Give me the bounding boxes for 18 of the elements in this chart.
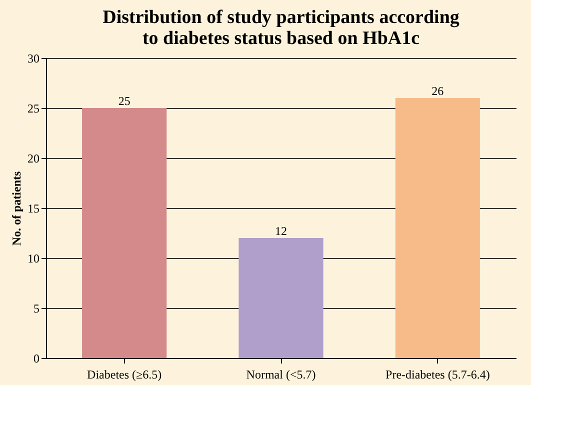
x-tick-label: Pre-diabetes (5.7-6.4) <box>386 368 490 382</box>
bar <box>238 238 324 358</box>
bar <box>395 98 480 358</box>
y-tick-label: 5 <box>34 302 40 316</box>
data-label: 25 <box>118 94 130 108</box>
y-tick-label: 30 <box>28 52 40 66</box>
y-tick-label: 15 <box>28 202 40 216</box>
bar <box>82 108 167 358</box>
chart-title: Distribution of study participants according to diabetes status based on HbA1c <box>102 7 460 49</box>
x-tick-label: Normal (<5.7) <box>246 368 316 382</box>
data-label: 26 <box>432 84 444 98</box>
y-axis-title: No. of patients <box>10 171 24 246</box>
y-tick-label: 20 <box>28 152 40 166</box>
y-tick-label: 25 <box>28 102 40 116</box>
y-tick-label: 0 <box>34 352 40 366</box>
x-tick-label: Diabetes (≥6.5) <box>87 368 162 382</box>
y-tick-label: 10 <box>28 252 40 266</box>
data-label: 12 <box>275 224 287 238</box>
